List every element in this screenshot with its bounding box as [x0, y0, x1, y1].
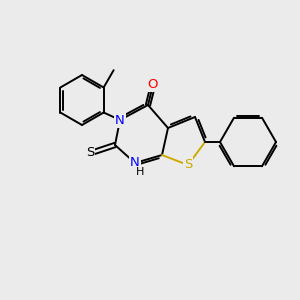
Text: S: S: [86, 146, 94, 158]
Text: S: S: [184, 158, 192, 172]
Text: N: N: [130, 157, 140, 169]
Text: N: N: [115, 113, 125, 127]
Text: H: H: [136, 167, 144, 177]
Text: O: O: [148, 77, 158, 91]
